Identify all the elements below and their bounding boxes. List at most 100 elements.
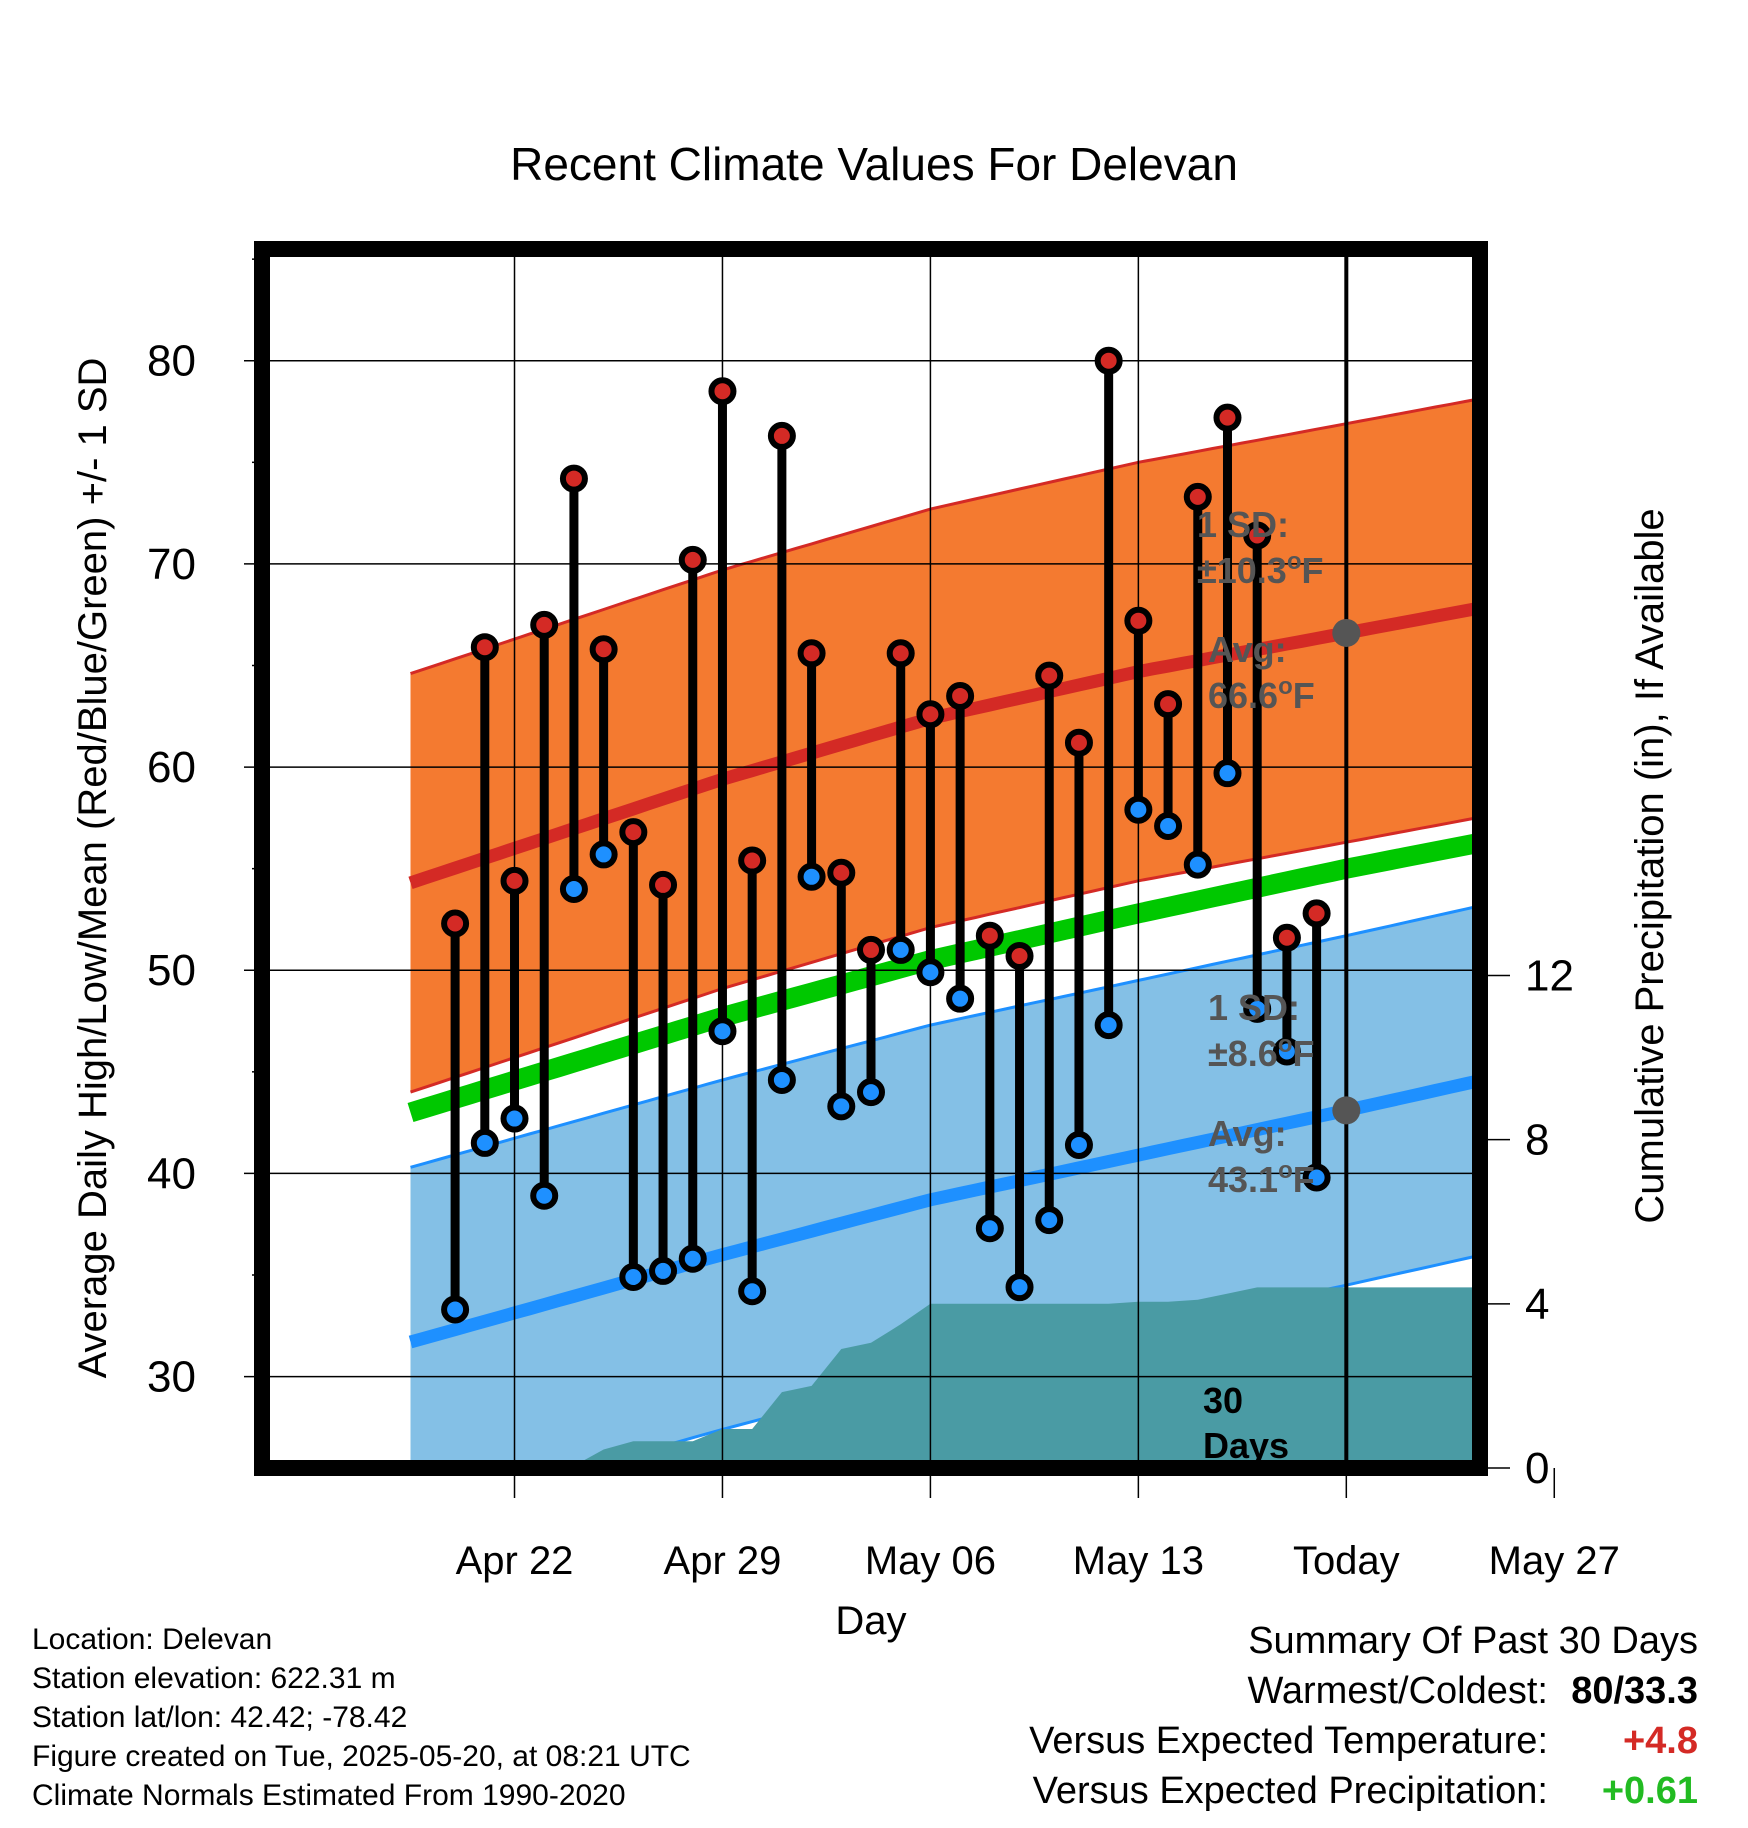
axes: 30 40 50 60 70 80 0 4 8 12 Apr 22 Apr 29 May 06 May 1… <box>71 241 1672 1643</box>
today-low-avg-point <box>1332 1096 1361 1125</box>
daily-high-point <box>619 818 648 847</box>
daily-low-point <box>857 1078 885 1107</box>
low-avg-label: Avg: <box>1208 1113 1287 1154</box>
daily-high-point <box>1302 899 1331 928</box>
plot-frame <box>254 241 1488 1476</box>
created-text: Figure created on Tue, 2025-05-20, at 08… <box>32 1740 691 1773</box>
y-tick-label: 40 <box>147 1149 196 1198</box>
daily-high-point <box>1272 923 1301 952</box>
summary-panel: Summary Of Past 30 Days Warmest/Coldest:… <box>1029 1620 1698 1820</box>
daily-high-point <box>886 639 915 668</box>
daily-high-point <box>767 421 796 450</box>
daily-low-point <box>500 1104 529 1133</box>
daily-low-point <box>530 1181 559 1210</box>
daily-low-point <box>470 1128 499 1157</box>
daily-high-point <box>1064 728 1093 757</box>
warm-label: Warmest/Coldest: <box>1247 1670 1548 1712</box>
high-sd-upper-line <box>410 397 1480 676</box>
daily-high-point <box>975 921 1004 950</box>
normals-text: Climate Normals Estimated From 1990-2020 <box>32 1779 626 1812</box>
daily-low-point <box>1213 759 1242 788</box>
low-sd-label: 1 SD: <box>1208 987 1300 1028</box>
y-tick-label: 80 <box>147 337 196 386</box>
high-avg-value: 66.6oF <box>1208 673 1315 716</box>
precip-label: Versus Expected Precipitation: <box>1032 1770 1548 1812</box>
warm-value: 80/33.3 <box>1571 1670 1698 1712</box>
daily-low-point <box>797 862 826 891</box>
x-tick-label: Apr 22 <box>456 1539 574 1583</box>
high-avg-label: Avg: <box>1208 629 1287 670</box>
low-avg-label-part: Avg: <box>1208 1113 1287 1154</box>
low-sd-label-part: 1 SD: <box>1208 987 1300 1028</box>
daily-low-point <box>708 1017 737 1046</box>
low-avg-value-part: o <box>1278 1157 1293 1184</box>
high-avg-value-part: F <box>1293 675 1315 716</box>
y2-axis-label: Cumulative Precipitation (in), If Availa… <box>1628 508 1672 1223</box>
daily-low-point <box>441 1295 470 1324</box>
location-text: Location: Delevan <box>32 1623 273 1656</box>
daily-high-point <box>530 610 559 639</box>
daily-low-point <box>1154 811 1183 840</box>
daily-low-point <box>827 1092 856 1121</box>
low-sd-value-part: o <box>1278 1031 1293 1058</box>
high-avg-label-part: Avg: <box>1208 629 1287 670</box>
daily-low-point <box>886 935 915 964</box>
daily-high-point <box>500 866 529 895</box>
y-axis-label: Average Daily High/Low/Mean (Red/Blue/Gr… <box>71 358 115 1379</box>
daily-low-point <box>1243 994 1272 1023</box>
high-sd-value-part: ±10.3 <box>1197 550 1287 591</box>
temp-label: Versus Expected Temperature: <box>1029 1720 1548 1762</box>
today-high-avg-point <box>1332 618 1361 647</box>
daily-high-point <box>827 858 856 887</box>
daily-low-point <box>975 1214 1004 1243</box>
daily-low-point <box>589 840 618 869</box>
plot-area <box>262 249 1480 1468</box>
daily-low-point <box>1064 1130 1093 1159</box>
low-sd-value-part: ±8.6 <box>1208 1033 1278 1074</box>
daily-high-point <box>946 681 975 710</box>
daily-low-point <box>619 1263 648 1292</box>
high-sd-lower-line <box>410 815 1480 1094</box>
y2-tick-label: 12 <box>1525 951 1574 1000</box>
daily-low-point <box>678 1244 707 1273</box>
daily-low-point <box>649 1256 678 1285</box>
high-sd-value-part: F <box>1302 550 1324 591</box>
days-word: Days <box>1203 1425 1289 1466</box>
daily-low-point <box>1272 1037 1301 1066</box>
daily-high-point <box>1154 690 1183 719</box>
daily-high-point <box>649 870 678 899</box>
high-sd-label: 1 SD: <box>1197 504 1289 545</box>
x-tick-label: May 27 <box>1489 1539 1620 1583</box>
y-tick-label: 30 <box>147 1353 196 1402</box>
x-tick-label: May 06 <box>865 1539 996 1583</box>
daily-low-point <box>1005 1273 1034 1302</box>
x-tick-label: Today <box>1293 1539 1400 1583</box>
daily-high-point <box>797 639 826 668</box>
daily-high-point <box>1243 521 1272 550</box>
daily-high-point <box>708 377 737 406</box>
daily-low-point <box>559 874 588 903</box>
high-sd-value-part: o <box>1287 548 1302 575</box>
daily-high-point <box>1183 482 1212 511</box>
daily-high-point <box>470 633 499 662</box>
daily-high-point <box>1094 346 1123 375</box>
precip-area <box>410 1287 1480 1468</box>
latlon-text: Station lat/lon: 42.42; -78.42 <box>32 1701 408 1734</box>
daily-high-point <box>1213 403 1242 432</box>
daily-low-point <box>1302 1163 1331 1192</box>
daily-high-point <box>1035 661 1064 690</box>
daily-low-point <box>916 958 945 987</box>
temp-row: Versus Expected Temperature: +4.8 <box>1029 1720 1698 1770</box>
daily-low-point <box>1035 1206 1064 1235</box>
y2-tick-label: 0 <box>1525 1444 1549 1493</box>
daily-high-point <box>738 846 767 875</box>
daily-high-point <box>441 909 470 938</box>
station-info: Location: Delevan Station elevation: 622… <box>32 1620 691 1815</box>
warm-row: Warmest/Coldest: 80/33.3 <box>1029 1670 1698 1720</box>
x-tick-label: Apr 29 <box>664 1539 782 1583</box>
high-avg-value-part: o <box>1278 673 1293 700</box>
daily-low-point <box>767 1065 796 1094</box>
daily-high-point <box>589 635 618 664</box>
